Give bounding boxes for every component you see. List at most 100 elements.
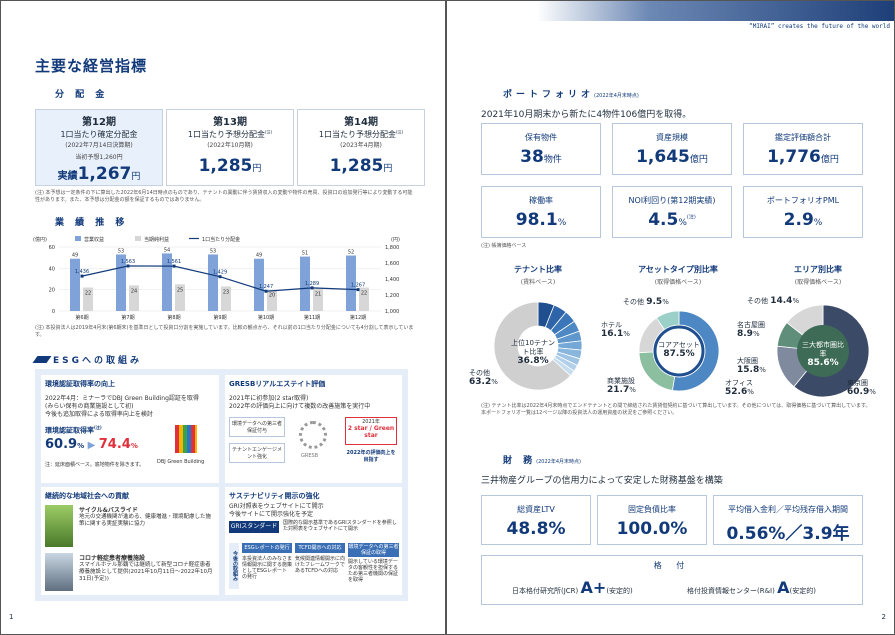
bar-revenue bbox=[346, 255, 356, 311]
donut-note: (注) テナント比率は2022年4月末時点でエンドテナントとの間で締結された賃貸… bbox=[481, 403, 871, 416]
dividend-point bbox=[310, 286, 314, 290]
env-rate: 60.9% ▶ 74.4% bbox=[45, 437, 138, 452]
period-14-card: 第14期 1口当たり予想分配金(注) (2023年4月期) 1,285円 bbox=[297, 109, 425, 186]
avg-rate-card: 平均借入金利／平均残存借入期間 0.56%／3.9年 bbox=[713, 495, 863, 545]
gresb-box-2: テナントエンゲージメント強化 bbox=[229, 443, 285, 463]
donut-slice bbox=[655, 310, 680, 331]
esg-title: ESGへの取組み bbox=[32, 353, 142, 366]
legend-swatch bbox=[135, 236, 141, 241]
bar-profit-label: 21 bbox=[315, 292, 321, 298]
right-page: “MIRAI” creates the future of the world … bbox=[446, 0, 895, 635]
asset-type-donut bbox=[638, 310, 720, 392]
fixed-rate-card: 固定負債比率 100.0% bbox=[597, 495, 707, 545]
dividend-point bbox=[80, 274, 84, 278]
legend-label: 営業収益 bbox=[84, 236, 104, 243]
portfolio-lead: 2021年10月期末から新たに4物件106億円を取得。 bbox=[481, 110, 692, 120]
bar-revenue bbox=[70, 258, 80, 311]
kpi-card-4: NOI利回り(第12期実績) 4.5%(注) bbox=[612, 186, 732, 238]
period-label: 1口当たり予想分配金(注) bbox=[318, 129, 404, 139]
kpi-note: (注) 帳簿価格ベース bbox=[481, 243, 527, 249]
perf-section-title: 業 績 推 移 bbox=[55, 218, 129, 228]
sustainability-card: サステナビリティ開示の強化 GRI対照表をウェブサイトにて開示 今後サイトにて開… bbox=[225, 487, 402, 595]
asset-hotel-label: ホテル 16.1% bbox=[601, 321, 630, 339]
kpi-value: 1,645億円 bbox=[636, 147, 708, 167]
kpi-card-5: ポートフォリオPML 2.9% bbox=[743, 186, 863, 238]
community-2-text: スマイルホテル那覇では継続して新型コロナ軽症患者療養施設として提供(2021年1… bbox=[79, 562, 213, 582]
donut-slice bbox=[493, 301, 572, 391]
bar-revenue bbox=[254, 258, 264, 311]
bar-profit bbox=[359, 287, 369, 311]
y-tick-left: 20 bbox=[49, 288, 55, 294]
env-rate-footnote: 注：延床面積ベース。底地物件を除きます。 bbox=[45, 462, 145, 468]
kpi-value: 4.5%(注) bbox=[648, 210, 696, 230]
hotel-photo bbox=[45, 553, 73, 591]
bar-revenue-label: 54 bbox=[164, 247, 170, 253]
x-tick: 第11期 bbox=[304, 314, 320, 321]
kpi-card-2: 鑑定評価額合計 1,776億円 bbox=[743, 123, 863, 175]
asset-type-title: アセットタイプ別比率 bbox=[638, 265, 718, 274]
rating-jcr: 日本格付研究所(JCR) A+(安定的) bbox=[512, 578, 633, 597]
env-rate-label: 環境認証取得率(注) bbox=[45, 425, 102, 435]
period-date: (2022年7月14日決算期) bbox=[65, 142, 133, 149]
legend-label: 1口当たり分配金 bbox=[202, 236, 240, 243]
bar-revenue-label: 49 bbox=[256, 253, 262, 259]
bar-profit-label: 20 bbox=[269, 293, 275, 299]
page-number: 2 bbox=[881, 613, 886, 621]
area-ratio-title: エリア別比率 bbox=[794, 265, 842, 274]
dividend-point bbox=[218, 275, 222, 279]
sus-text-2: 今後サイトにて開示強化を予定 bbox=[229, 511, 314, 518]
dist-section-title: 分 配 金 bbox=[55, 90, 109, 100]
dividend-point bbox=[126, 264, 130, 268]
tenant-ratio-sub: (賃料ベース) bbox=[520, 279, 556, 286]
sustainability-title: サステナビリティ開示の強化 bbox=[229, 492, 320, 500]
x-tick: 第8期 bbox=[167, 314, 180, 321]
right-unit: (円) bbox=[391, 237, 400, 243]
kpi-value: 2.9% bbox=[783, 210, 823, 230]
period-13-card: 第13期 1口当たり予想分配金(注) (2022年10月期) 1,285円 bbox=[166, 109, 294, 186]
gresb-text-2: 2022年の評価向上に向けて複数の改善施策を実行中 bbox=[229, 403, 371, 410]
bar-profit-label: 22 bbox=[85, 291, 91, 297]
donut-slice bbox=[671, 310, 720, 392]
dist-note: (注) 本予想は一定条件の下に算出した2022年6月14日時点のものであり、テナ… bbox=[35, 190, 413, 203]
dividend-label: 1,563 bbox=[121, 259, 135, 265]
arrow-right-icon: ▶ bbox=[84, 440, 99, 451]
area-donut bbox=[776, 304, 870, 398]
gresb-goal: 2022年の評価向上を目指す bbox=[346, 450, 396, 463]
x-tick: 第7期 bbox=[121, 314, 134, 321]
bar-revenue bbox=[116, 254, 126, 311]
area-other-label: その他 14.4% bbox=[747, 296, 800, 306]
tenant-other-label: その他 63.2% bbox=[469, 369, 498, 387]
area-osaka-label: 大阪圏 15.8% bbox=[737, 357, 766, 375]
rating-card: 格 付 日本格付研究所(JCR) A+(安定的) 格付投資情報センター(R&I)… bbox=[481, 555, 863, 605]
dbj-logo-icon bbox=[175, 425, 197, 453]
dividend-label: 1,289 bbox=[305, 281, 319, 287]
gresb-star: 2 star / Green star bbox=[347, 425, 395, 439]
dividend-label: 1,247 bbox=[259, 284, 273, 290]
kpi-label: 鑑定評価額合計 bbox=[775, 133, 831, 142]
kpi-value: 98.1% bbox=[515, 210, 567, 230]
period-12-actual: 実績1,267円 bbox=[57, 164, 141, 184]
kpi-card-0: 保有物件 38物件 bbox=[481, 123, 601, 175]
bar-profit-label: 24 bbox=[131, 288, 137, 294]
metro-center bbox=[797, 325, 849, 377]
bar-revenue-label: 51 bbox=[302, 251, 308, 257]
kpi-label: 稼働率 bbox=[529, 196, 553, 205]
env-card: 環境認証取得率の向上 2022年4月：ミナーラでDBJ Green Buildi… bbox=[41, 375, 219, 483]
bar-revenue bbox=[162, 253, 172, 311]
bar-profit-label: 22 bbox=[361, 291, 367, 297]
gresb-logo-text: GRESB bbox=[301, 453, 319, 459]
period-name: 第14期 bbox=[344, 117, 378, 128]
core-asset-ring bbox=[653, 325, 705, 377]
area-nagoya-label: 名古屋圏 8.9% bbox=[737, 321, 765, 339]
gri-text: 国際的な開示基準であるGRIスタンダードを参照した対照表をウェブサイトにて開示 bbox=[283, 520, 397, 532]
bar-profit bbox=[221, 286, 231, 311]
left-unit: (億円) bbox=[33, 236, 47, 243]
ltv-card: 総資産LTV 48.8% bbox=[481, 495, 591, 545]
bar-profit-label: 23 bbox=[223, 289, 229, 295]
gresb-title: GRESBリアルエステイト評価 bbox=[229, 380, 326, 388]
period-date: (2022年10月期) bbox=[207, 142, 253, 149]
rating-title: 格 付 bbox=[653, 561, 691, 570]
bar-profit bbox=[175, 284, 185, 311]
asset-center-label: コアアセット 87.5% bbox=[658, 341, 700, 359]
dbj-label: DBJ Green Building bbox=[157, 459, 205, 465]
